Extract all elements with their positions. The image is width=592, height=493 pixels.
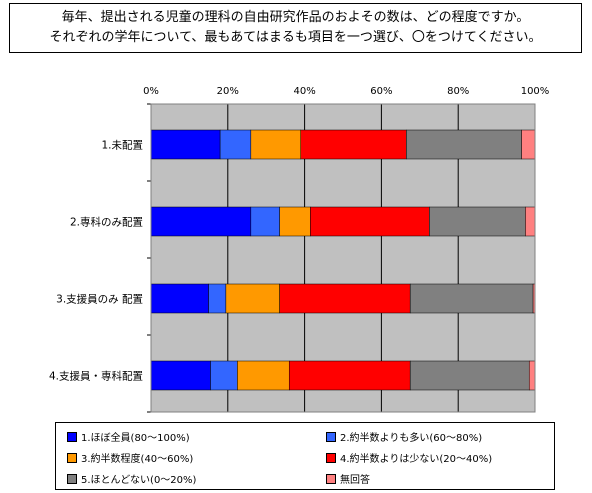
plot-border — [150, 103, 536, 413]
legend-swatch — [67, 431, 77, 442]
x-tick-label: 40% — [293, 86, 315, 97]
bar-segment — [279, 283, 411, 314]
question-line-1: 毎年、提出される児童の理科の自由研究作品のおよその数は、どの程度ですか。 — [61, 10, 530, 25]
legend-label: 3.約半数程度(40〜60%) — [81, 454, 194, 465]
x-tick-label: 100% — [521, 86, 550, 97]
bar-segment — [310, 206, 430, 237]
category-label: 3.支援員のみ 配置 — [56, 293, 143, 306]
bar-segment — [219, 129, 252, 160]
bar-segment — [300, 129, 407, 160]
question-line-2: それぞれの学年について、最もあてはまるも項目を一つ選び、〇をつけてください。 — [49, 30, 542, 45]
bar-segment — [237, 360, 290, 391]
bar-segment — [279, 206, 311, 237]
bar-segment — [150, 206, 252, 237]
legend-swatch — [326, 452, 336, 463]
x-tick-label: 80% — [447, 86, 469, 97]
category-label: 4.支援員・専科配置 — [49, 370, 143, 383]
x-tick-label: 60% — [370, 86, 392, 97]
bar-segment — [150, 360, 211, 391]
legend-swatch — [326, 431, 336, 442]
bar-segment — [210, 360, 238, 391]
legend-label: 4.約半数よりは少ない(20〜40%) — [340, 454, 493, 465]
category-label: 2.専科のみ配置 — [70, 216, 143, 229]
bar-segment — [288, 360, 411, 391]
legend-label: 無回答 — [340, 475, 370, 486]
legend-item: 2.約半数よりも多い(60〜80%) — [326, 429, 482, 444]
bar-segment — [525, 206, 536, 237]
bar-segment — [528, 360, 536, 391]
bar-segment — [429, 206, 526, 237]
legend-swatch — [326, 473, 336, 484]
legend-swatch — [67, 473, 77, 484]
legend-label: 1.ほぼ全員(80〜100%) — [81, 433, 190, 444]
legend-label: 2.約半数よりも多い(60〜80%) — [340, 433, 483, 444]
legend-item: 4.約半数よりは少ない(20〜40%) — [326, 450, 492, 465]
bar-segment — [406, 129, 522, 160]
legend-item: 無回答 — [326, 471, 370, 486]
bar-segment — [521, 129, 536, 160]
stacked-bar-chart: 0% 20% 40% 60% 80% 100% 1.未配置 2.専科のみ配置 3.支援員のみ 配… — [49, 86, 550, 413]
bar-segment — [150, 129, 221, 160]
bar-segment — [250, 129, 302, 160]
bar-segment — [409, 283, 534, 314]
question-box: 毎年、提出される児童の理科の自由研究作品のおよその数は、どの程度ですか。 それぞ… — [9, 3, 582, 53]
x-tick-label: 20% — [217, 86, 239, 97]
bar-segment — [225, 283, 280, 314]
legend-item: 5.ほとんどない(0〜20%) — [67, 471, 196, 486]
bar-segment — [409, 360, 530, 391]
legend-swatch — [67, 452, 77, 463]
legend-item: 1.ほぼ全員(80〜100%) — [67, 429, 190, 444]
bar-segment — [150, 283, 209, 314]
category-label: 1.未配置 — [101, 140, 143, 152]
legend-item: 3.約半数程度(40〜60%) — [67, 450, 193, 465]
bar-segment — [208, 283, 227, 314]
x-tick-label: 0% — [143, 86, 159, 97]
bar-segment — [250, 206, 280, 237]
legend-label: 5.ほとんどない(0〜20%) — [81, 475, 197, 486]
chart-legend: 1.ほぼ全員(80〜100%) 2.約半数よりも多い(60〜80%) 3.約半数程度… — [55, 422, 555, 490]
